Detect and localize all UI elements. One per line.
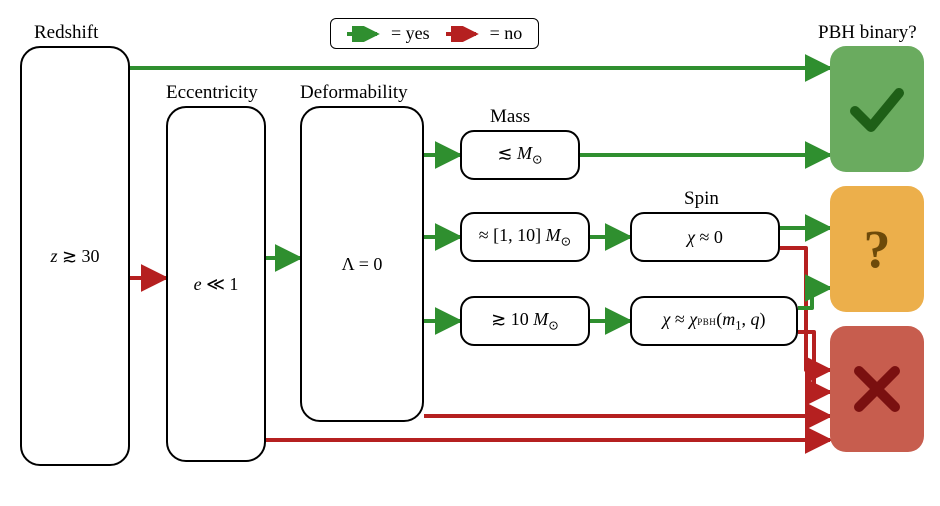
- node-spin-pbh: χ ≈ χpbh(m1, q): [630, 296, 798, 346]
- result-yes: [830, 46, 924, 172]
- check-icon: [847, 79, 907, 139]
- node-mass-low-text: ≲ M⊙: [497, 143, 542, 168]
- legend: = yes = no: [330, 18, 539, 49]
- node-redshift: z ≳ 30: [20, 46, 130, 466]
- node-spin-pbh-text: χ ≈ χpbh(m1, q): [662, 309, 765, 334]
- result-maybe: ?: [830, 186, 924, 312]
- node-spin-zero: χ ≈ 0: [630, 212, 780, 262]
- legend-yes: = yes: [347, 23, 430, 44]
- node-eccentricity-text: e ≪ 1: [194, 274, 239, 295]
- label-mass: Mass: [490, 106, 530, 128]
- legend-yes-label: = yes: [391, 23, 430, 44]
- legend-yes-arrow: [347, 26, 385, 42]
- node-mass-mid-text: ≈ [1, 10] M⊙: [479, 225, 571, 250]
- label-redshift: Redshift: [34, 22, 98, 44]
- label-eccentricity: Eccentricity: [166, 82, 258, 104]
- node-spin-zero-text: χ ≈ 0: [687, 227, 723, 248]
- node-mass-mid: ≈ [1, 10] M⊙: [460, 212, 590, 262]
- node-deformability: Λ = 0: [300, 106, 424, 422]
- legend-no-arrow: [446, 26, 484, 42]
- node-eccentricity: e ≪ 1: [166, 106, 266, 462]
- node-mass-low: ≲ M⊙: [460, 130, 580, 180]
- label-deformability: Deformability: [300, 82, 408, 104]
- label-result: PBH binary?: [818, 22, 917, 44]
- node-mass-high-text: ≳ 10 M⊙: [491, 309, 559, 334]
- cross-icon: [849, 361, 905, 417]
- node-deformability-text: Λ = 0: [342, 254, 383, 275]
- node-mass-high: ≳ 10 M⊙: [460, 296, 590, 346]
- legend-no: = no: [446, 23, 523, 44]
- legend-no-label: = no: [490, 23, 523, 44]
- result-no: [830, 326, 924, 452]
- question-icon: ?: [864, 218, 891, 280]
- label-spin: Spin: [684, 188, 719, 210]
- node-redshift-text: z ≳ 30: [50, 246, 99, 267]
